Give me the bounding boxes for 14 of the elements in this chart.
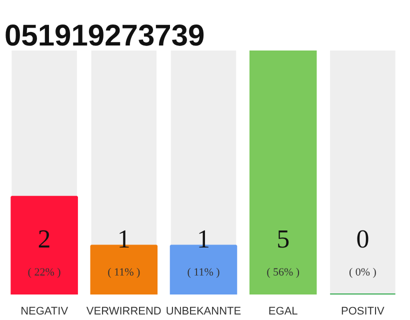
x-tick-label: VERWIRREND	[86, 306, 162, 318]
annotation: ( 11% )	[187, 266, 220, 279]
annotation: ( 56% )	[266, 266, 300, 279]
x-tick-label: NEGATIV	[20, 306, 69, 318]
x-tick-label: POSITIV	[341, 306, 386, 318]
annotation: ( 11% )	[108, 266, 141, 279]
x-tick-label: EGAL	[268, 306, 298, 318]
chart-title: 051919273739	[4, 20, 205, 52]
annotation: ( 0% )	[348, 266, 377, 279]
data-label: 0	[356, 224, 370, 254]
data-label: 2	[38, 224, 51, 254]
x-tick-label: UNBEKANNTE	[166, 306, 242, 318]
annotation: ( 22% )	[28, 266, 62, 279]
data-label: 5	[276, 224, 290, 254]
